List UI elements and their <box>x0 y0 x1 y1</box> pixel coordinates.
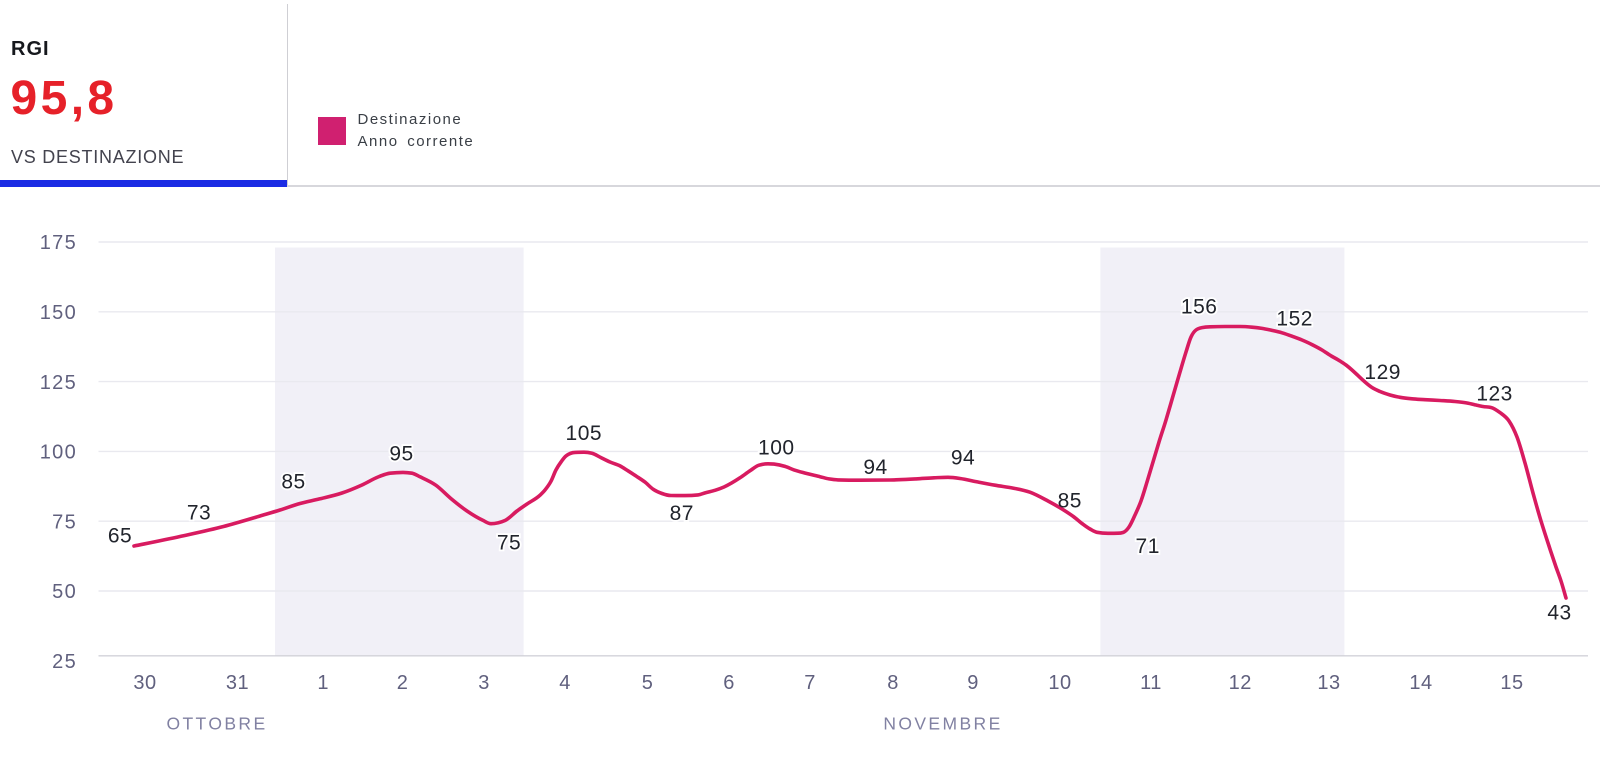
svg-text:105: 105 <box>566 422 603 445</box>
svg-text:125: 125 <box>40 372 77 394</box>
svg-text:6: 6 <box>723 672 735 694</box>
svg-text:3: 3 <box>478 672 490 694</box>
svg-text:156: 156 <box>1181 295 1218 318</box>
svg-text:5: 5 <box>642 672 654 694</box>
svg-text:10: 10 <box>1048 672 1071 694</box>
svg-text:1: 1 <box>317 672 329 694</box>
svg-text:NOVEMBRE: NOVEMBRE <box>883 714 1002 734</box>
svg-text:9: 9 <box>967 672 979 694</box>
svg-text:100: 100 <box>758 437 795 460</box>
svg-text:73: 73 <box>187 501 211 524</box>
svg-text:87: 87 <box>670 502 694 525</box>
svg-text:15: 15 <box>1500 672 1523 694</box>
svg-text:71: 71 <box>1136 535 1160 558</box>
svg-text:129: 129 <box>1364 361 1401 384</box>
svg-text:OTTOBRE: OTTOBRE <box>166 714 267 734</box>
svg-text:4: 4 <box>559 672 571 694</box>
svg-text:152: 152 <box>1276 307 1313 330</box>
svg-text:8: 8 <box>887 672 899 694</box>
svg-text:105: 105 <box>566 422 603 445</box>
svg-text:43: 43 <box>1547 601 1571 624</box>
svg-text:100: 100 <box>758 437 795 460</box>
svg-text:14: 14 <box>1409 672 1432 694</box>
svg-text:95: 95 <box>389 443 413 466</box>
svg-text:123: 123 <box>1476 382 1513 405</box>
svg-text:11: 11 <box>1140 672 1162 694</box>
svg-text:95: 95 <box>389 443 413 466</box>
svg-text:85: 85 <box>281 471 305 494</box>
svg-text:94: 94 <box>951 447 975 470</box>
svg-text:2: 2 <box>397 672 409 694</box>
svg-text:75: 75 <box>497 531 521 554</box>
svg-text:100: 100 <box>40 442 77 464</box>
svg-text:129: 129 <box>1364 361 1401 384</box>
svg-text:65: 65 <box>108 524 132 547</box>
svg-text:123: 123 <box>1476 382 1513 405</box>
svg-text:156: 156 <box>1181 295 1218 318</box>
svg-text:43: 43 <box>1547 601 1571 624</box>
svg-text:94: 94 <box>863 456 887 479</box>
svg-text:85: 85 <box>1058 489 1082 512</box>
svg-text:7: 7 <box>804 672 816 694</box>
svg-text:30: 30 <box>133 672 156 694</box>
svg-text:13: 13 <box>1317 672 1340 694</box>
svg-text:87: 87 <box>670 502 694 525</box>
svg-text:31: 31 <box>226 672 249 694</box>
svg-text:150: 150 <box>40 302 77 324</box>
svg-text:75: 75 <box>52 511 77 533</box>
svg-text:73: 73 <box>187 501 211 524</box>
svg-text:94: 94 <box>951 447 975 470</box>
svg-text:12: 12 <box>1229 672 1252 694</box>
svg-text:94: 94 <box>863 456 887 479</box>
svg-text:152: 152 <box>1276 307 1313 330</box>
svg-text:75: 75 <box>497 531 521 554</box>
svg-text:175: 175 <box>40 232 77 254</box>
svg-text:85: 85 <box>281 471 305 494</box>
svg-text:71: 71 <box>1136 535 1160 558</box>
svg-text:65: 65 <box>108 524 132 547</box>
svg-text:50: 50 <box>52 581 77 603</box>
svg-text:25: 25 <box>52 651 77 673</box>
